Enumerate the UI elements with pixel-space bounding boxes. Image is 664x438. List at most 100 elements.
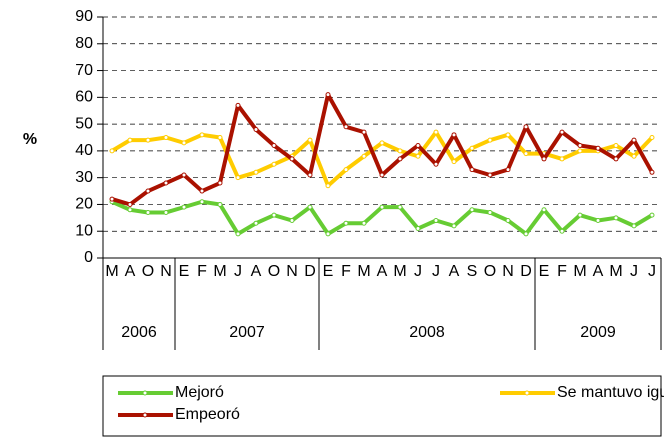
y-tick-label: 90	[75, 8, 93, 25]
point	[559, 129, 565, 135]
point	[469, 167, 475, 173]
point	[577, 143, 583, 149]
point	[433, 129, 439, 135]
point	[541, 156, 547, 162]
point	[487, 172, 493, 178]
point	[487, 209, 493, 215]
legend-marker	[142, 390, 148, 396]
point	[217, 180, 223, 186]
point	[325, 92, 331, 98]
point	[325, 183, 331, 189]
point	[253, 126, 259, 132]
point	[361, 129, 367, 135]
point	[649, 212, 655, 218]
point	[649, 135, 655, 140]
point	[307, 137, 313, 143]
x-tick-label: N	[502, 263, 514, 280]
point	[271, 212, 277, 218]
x-tick-label: J	[234, 263, 242, 280]
point	[343, 220, 349, 226]
point	[397, 148, 403, 154]
y-tick-label: 70	[75, 62, 93, 79]
x-tick-label: A	[377, 263, 388, 280]
x-tick-label: E	[179, 263, 190, 280]
point	[127, 201, 133, 207]
point	[613, 156, 619, 162]
x-tick-label: M	[105, 263, 118, 280]
point	[307, 172, 313, 178]
x-tick-label: J	[648, 263, 656, 280]
point	[145, 188, 151, 194]
point	[523, 151, 529, 157]
x-tick-label: M	[573, 263, 586, 280]
x-tick-label: J	[414, 263, 422, 280]
point	[469, 145, 475, 151]
point	[217, 135, 223, 140]
x-tick-label: N	[160, 263, 172, 280]
point	[505, 218, 511, 224]
point	[451, 159, 457, 165]
point	[433, 161, 439, 167]
x-tick-label: S	[467, 263, 478, 280]
point	[109, 148, 115, 154]
x-tick-label: A	[593, 263, 604, 280]
x-tick-label: J	[432, 263, 440, 280]
point	[289, 218, 295, 224]
legend-box	[102, 375, 662, 437]
point	[379, 140, 385, 146]
point	[559, 156, 565, 162]
group-label: 2008	[409, 324, 445, 341]
point	[577, 212, 583, 218]
legend-label: Mejoró	[175, 384, 224, 401]
x-tick-label: M	[609, 263, 622, 280]
y-tick-label: 0	[84, 249, 93, 266]
point	[415, 226, 421, 232]
point	[181, 172, 187, 178]
y-tick-label: 60	[75, 89, 93, 106]
point	[361, 220, 367, 226]
point	[559, 228, 565, 234]
x-tick-label: O	[484, 263, 496, 280]
point	[523, 124, 529, 130]
point	[505, 167, 511, 173]
point	[487, 137, 493, 143]
point	[253, 169, 259, 175]
point	[379, 204, 385, 210]
point	[199, 132, 205, 138]
y-tick-label: 80	[75, 35, 93, 52]
point	[469, 207, 475, 213]
y-tick-label: 30	[75, 169, 93, 186]
point	[163, 135, 169, 140]
point	[271, 143, 277, 149]
x-tick-label: O	[268, 263, 280, 280]
point	[271, 161, 277, 167]
point	[595, 145, 601, 151]
x-tick-label: A	[449, 263, 460, 280]
x-tick-label: E	[539, 263, 550, 280]
point	[523, 231, 529, 237]
x-tick-label: M	[357, 263, 370, 280]
point	[613, 215, 619, 221]
x-tick-label: O	[142, 263, 154, 280]
legend-label: Empeoró	[175, 406, 240, 423]
point	[631, 137, 637, 143]
y-tick-label: 20	[75, 196, 93, 213]
point	[235, 102, 241, 108]
point	[397, 204, 403, 210]
point	[505, 132, 511, 138]
y-tick-label: 10	[75, 222, 93, 239]
point	[433, 218, 439, 224]
point	[397, 156, 403, 162]
point	[451, 223, 457, 229]
point	[289, 156, 295, 162]
point	[415, 143, 421, 149]
point	[163, 180, 169, 186]
point	[127, 207, 133, 213]
x-tick-label: F	[557, 263, 567, 280]
x-tick-label: F	[197, 263, 207, 280]
point	[577, 148, 583, 154]
point	[199, 188, 205, 194]
x-tick-label: D	[304, 263, 316, 280]
point	[631, 153, 637, 159]
